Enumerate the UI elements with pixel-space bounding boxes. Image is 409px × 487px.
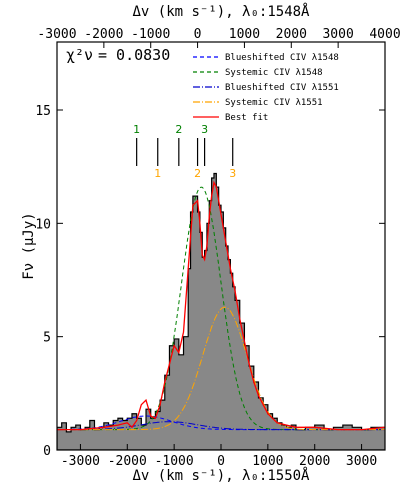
y-tick-label: 0 bbox=[43, 444, 51, 459]
x-axis-title-bottom: Δv (km s⁻¹), λ₀:1550Å bbox=[132, 467, 310, 484]
chi2-value: = 0.0830 bbox=[98, 46, 170, 64]
legend-label: Systemic CIV λ1551 bbox=[225, 98, 323, 108]
x-tick-label-bottom: -2000 bbox=[108, 454, 147, 469]
y-tick-label: 5 bbox=[43, 331, 51, 346]
y-tick-label: 15 bbox=[35, 104, 51, 119]
x-tick-label-bottom: 3000 bbox=[346, 454, 377, 469]
x-tick-label-top: 1000 bbox=[229, 27, 260, 42]
x-tick-label-top: 0 bbox=[194, 27, 202, 42]
component-systemic-1551 bbox=[57, 306, 385, 431]
marker-label-orange: 3 bbox=[229, 167, 236, 180]
marker-label-orange: 2 bbox=[194, 167, 201, 180]
x-tick-label-bottom: -3000 bbox=[61, 454, 100, 469]
x-axis-title-top: Δv (km s⁻¹), λ₀:1548Å bbox=[132, 3, 310, 20]
legend-label: Best fit bbox=[225, 113, 268, 123]
x-tick-label-top: -2000 bbox=[84, 27, 123, 42]
x-tick-label-top: 3000 bbox=[322, 27, 353, 42]
x-tick-label-top: 4000 bbox=[369, 27, 400, 42]
x-tick-label-bottom: 1000 bbox=[252, 454, 283, 469]
marker-label-orange: 1 bbox=[154, 167, 161, 180]
chi2-label: χ²ν bbox=[66, 46, 93, 64]
best-fit-line bbox=[57, 180, 385, 431]
marker-label-green: 1 bbox=[133, 123, 140, 136]
spectrum-histogram bbox=[57, 172, 385, 450]
x-tick-label-bottom: 0 bbox=[217, 454, 225, 469]
x-tick-label-top: -1000 bbox=[131, 27, 170, 42]
marker-label-green: 3 bbox=[201, 123, 208, 136]
y-axis-title: Fν (μJy) bbox=[21, 212, 37, 279]
legend-label: Blueshifted CIV λ1548 bbox=[225, 53, 339, 63]
marker-label-green: 2 bbox=[175, 123, 182, 136]
x-tick-label-bottom: -1000 bbox=[155, 454, 194, 469]
x-tick-label-top: 2000 bbox=[276, 27, 307, 42]
x-tick-label-bottom: 2000 bbox=[299, 454, 330, 469]
plot-area bbox=[57, 172, 385, 450]
y-tick-label: 10 bbox=[35, 217, 51, 232]
legend-label: Blueshifted CIV λ1551 bbox=[225, 83, 339, 93]
x-tick-label-top: -3000 bbox=[37, 27, 76, 42]
legend-label: Systemic CIV λ1548 bbox=[225, 68, 323, 78]
component-blueshifted-1551 bbox=[57, 421, 385, 431]
